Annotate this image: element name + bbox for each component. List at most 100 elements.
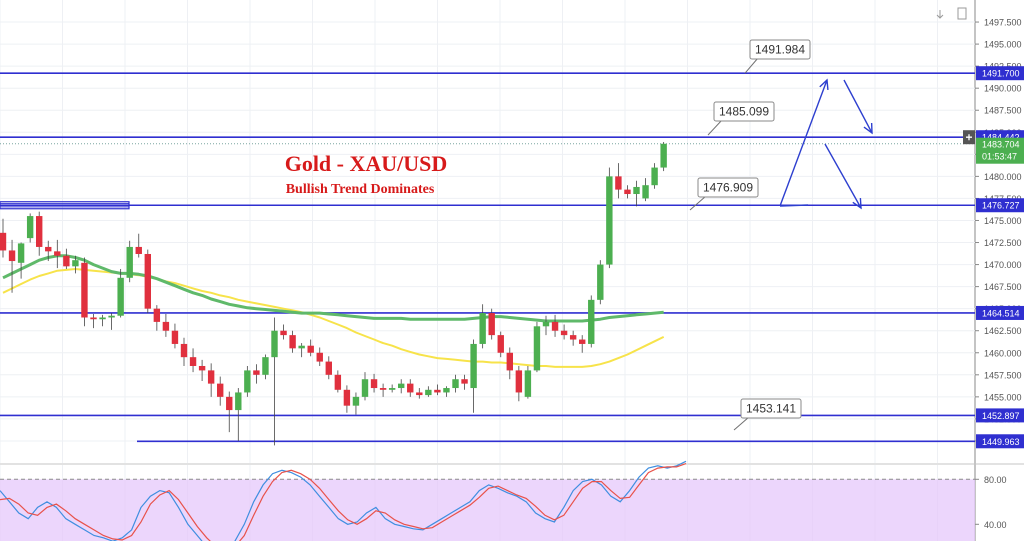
candle-down[interactable] <box>379 388 387 390</box>
candle-up[interactable] <box>533 326 541 371</box>
candle-up[interactable] <box>72 260 79 267</box>
candle-down[interactable] <box>153 308 161 322</box>
candle-up[interactable] <box>651 167 658 186</box>
candle-down[interactable] <box>207 370 215 384</box>
candle-down[interactable] <box>515 370 523 393</box>
candle-up[interactable] <box>479 313 486 344</box>
candle-up[interactable] <box>117 277 124 316</box>
candle-down[interactable] <box>569 335 577 340</box>
clipboard-icon[interactable] <box>957 7 967 20</box>
candle-down[interactable] <box>624 189 631 195</box>
candle-up[interactable] <box>398 383 405 389</box>
candle-up[interactable] <box>633 186 640 195</box>
level-price-tag <box>976 66 1024 81</box>
candle-down[interactable] <box>615 176 622 190</box>
candle-down[interactable] <box>36 216 43 247</box>
candle-down[interactable] <box>135 246 142 254</box>
stochastic-d-line <box>0 463 687 541</box>
candle-up[interactable] <box>262 357 269 375</box>
candle-down[interactable] <box>560 330 568 336</box>
level-price-text: 1484.442 <box>982 133 1020 143</box>
candle-down[interactable] <box>551 321 559 331</box>
candle-down[interactable] <box>63 255 70 267</box>
candle-up[interactable] <box>244 370 251 393</box>
price-labels: 1491.700 1484.442 1476.727 1464.514 1452.897… <box>963 66 1024 449</box>
candle-down[interactable] <box>316 352 323 362</box>
candle-down[interactable] <box>370 379 378 389</box>
zone-box <box>0 201 130 210</box>
y-tick-label: 1470.000 <box>984 260 1022 270</box>
candle-up[interactable] <box>524 370 532 397</box>
candle-down[interactable] <box>180 343 188 358</box>
candle-down[interactable] <box>253 370 260 375</box>
candle-up[interactable] <box>425 389 432 396</box>
candle-down[interactable] <box>334 374 342 390</box>
candle-down[interactable] <box>488 313 495 336</box>
candle-down[interactable] <box>461 379 468 384</box>
candle-up[interactable] <box>443 388 450 393</box>
candle-up[interactable] <box>298 345 305 349</box>
candle-down[interactable] <box>8 250 16 262</box>
candle-up[interactable] <box>660 143 667 168</box>
candle-down[interactable] <box>45 246 52 252</box>
current-price-tag <box>976 137 1024 164</box>
candle-up[interactable] <box>542 321 550 327</box>
candle-up[interactable] <box>235 392 242 411</box>
candle-up[interactable] <box>26 216 34 239</box>
candle-down[interactable] <box>162 321 170 331</box>
callout-leader <box>707 119 723 136</box>
oscillator-tick-label: 80.00 <box>984 475 1007 485</box>
arrow-base <box>779 204 809 207</box>
candle-up[interactable] <box>642 185 649 199</box>
candle-down[interactable] <box>506 352 513 371</box>
candle-down[interactable] <box>144 253 151 309</box>
moving-average-green <box>2 254 664 323</box>
y-tick-label: 1480.000 <box>984 172 1022 182</box>
candle-up[interactable] <box>271 330 278 358</box>
oscillator-pane: 80.00 40.00 <box>0 460 1007 541</box>
candle-up[interactable] <box>126 246 133 278</box>
candle-down[interactable] <box>81 262 88 318</box>
arrow-down-2 <box>824 143 862 209</box>
candle-down[interactable] <box>54 251 61 256</box>
callout-leader <box>733 416 750 431</box>
candle-down[interactable] <box>434 389 441 393</box>
candle-up[interactable] <box>597 264 604 300</box>
callout-box <box>713 101 775 122</box>
candle-up[interactable] <box>470 343 477 389</box>
chart-title: Gold - XAU/USD <box>285 151 448 176</box>
candle-up[interactable] <box>452 379 459 389</box>
candle-down[interactable] <box>289 335 296 349</box>
callout-leader <box>689 195 707 211</box>
candle-up[interactable] <box>606 176 613 265</box>
candle-down[interactable] <box>189 357 197 366</box>
candle-up[interactable] <box>588 299 595 344</box>
candle-down[interactable] <box>579 339 586 344</box>
candle-down[interactable] <box>307 345 314 353</box>
candle-down[interactable] <box>171 330 179 344</box>
candle-up[interactable] <box>108 315 115 318</box>
candle-down[interactable] <box>90 317 97 320</box>
candle-up[interactable] <box>99 317 106 320</box>
candle-up[interactable] <box>352 396 360 406</box>
candle-down[interactable] <box>226 396 233 411</box>
candle-down[interactable] <box>497 335 504 353</box>
level-price-tag <box>976 434 1024 449</box>
candle-down[interactable] <box>325 361 332 375</box>
candle-down[interactable] <box>343 389 351 406</box>
arrow-up-head <box>819 78 829 91</box>
candle-down[interactable] <box>416 392 423 396</box>
candle-down[interactable] <box>280 330 287 336</box>
candle-up[interactable] <box>361 379 369 397</box>
candle-down[interactable] <box>217 383 224 397</box>
candle-down[interactable] <box>407 383 414 393</box>
level-price-tag <box>976 305 1024 320</box>
candle-up[interactable] <box>17 243 25 263</box>
callout-label: 1485.099 <box>719 105 769 119</box>
candle-up[interactable] <box>388 388 396 390</box>
candle-down[interactable] <box>198 365 206 371</box>
download-icon[interactable] <box>936 10 944 19</box>
candle-down[interactable] <box>0 232 7 251</box>
arrow-down-1 <box>843 79 873 134</box>
